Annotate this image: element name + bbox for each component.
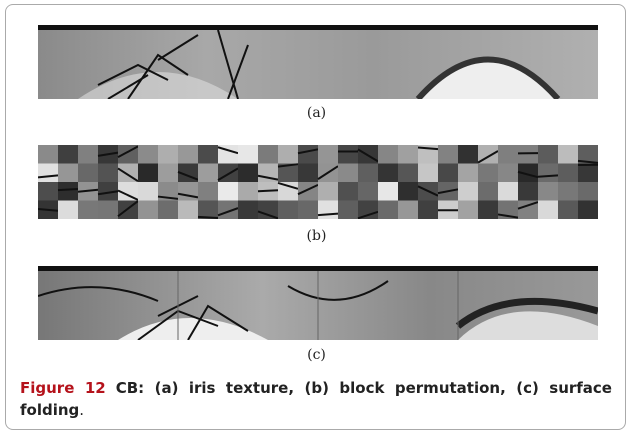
texture-block xyxy=(58,145,78,164)
texture-block xyxy=(378,182,398,201)
texture-block xyxy=(298,182,318,201)
texture-stroke xyxy=(258,190,278,191)
texture-block xyxy=(238,145,258,164)
texture-block xyxy=(358,182,378,201)
texture-block xyxy=(558,182,578,201)
texture-block xyxy=(78,164,98,183)
texture-block xyxy=(318,201,338,220)
texture-block xyxy=(358,164,378,183)
texture-block xyxy=(238,164,258,183)
texture-block xyxy=(358,201,378,220)
texture-block xyxy=(338,201,358,220)
texture-block xyxy=(78,145,98,164)
texture-block xyxy=(558,201,578,220)
texture-block xyxy=(378,201,398,220)
texture-block xyxy=(318,182,338,201)
texture-block xyxy=(98,201,118,220)
texture-block xyxy=(258,201,278,220)
texture-block xyxy=(498,164,518,183)
texture-block xyxy=(98,164,118,183)
iris-texture-image xyxy=(38,25,598,99)
texture-block xyxy=(478,201,498,220)
texture-block xyxy=(198,164,218,183)
panel-label: (b) xyxy=(0,228,633,244)
texture-block xyxy=(78,201,98,220)
texture-block xyxy=(218,182,238,201)
texture-block xyxy=(458,164,478,183)
block-permutation-image xyxy=(38,145,598,219)
texture-block xyxy=(438,145,458,164)
texture-block xyxy=(558,164,578,183)
texture-block xyxy=(298,164,318,183)
texture-block xyxy=(318,145,338,164)
texture-block xyxy=(198,145,218,164)
texture-block xyxy=(378,164,398,183)
texture-block xyxy=(378,145,398,164)
texture-block xyxy=(178,145,198,164)
texture-block xyxy=(578,182,598,201)
texture-block xyxy=(158,201,178,220)
texture-block xyxy=(198,182,218,201)
texture-block xyxy=(398,201,418,220)
texture-block xyxy=(458,201,478,220)
texture-block xyxy=(138,145,158,164)
texture-block xyxy=(38,164,58,183)
texture-block xyxy=(418,164,438,183)
caption-text: CB: (a) iris texture, (b) block permutat… xyxy=(20,379,612,419)
texture-block xyxy=(158,145,178,164)
texture-block xyxy=(338,164,358,183)
texture-block xyxy=(478,182,498,201)
texture-block xyxy=(278,201,298,220)
texture-block xyxy=(538,182,558,201)
texture-block xyxy=(238,182,258,201)
texture-block xyxy=(498,145,518,164)
texture-block xyxy=(498,182,518,201)
texture-block xyxy=(238,201,258,220)
texture-block xyxy=(38,145,58,164)
texture-block xyxy=(538,145,558,164)
texture-block xyxy=(338,182,358,201)
texture-block xyxy=(298,201,318,220)
texture-block xyxy=(518,182,538,201)
texture-block xyxy=(178,201,198,220)
texture-block xyxy=(438,164,458,183)
texture-stroke xyxy=(198,217,218,218)
texture-block xyxy=(578,201,598,220)
texture-block xyxy=(538,164,558,183)
texture-block xyxy=(578,164,598,183)
texture-block xyxy=(38,182,58,201)
caption-end: . xyxy=(79,401,84,419)
page: (a) (b) (c) Figure 12 CB: (a) iris textu… xyxy=(0,0,633,435)
surface-folding-image xyxy=(38,266,598,340)
texture-block xyxy=(138,182,158,201)
texture-block xyxy=(458,145,478,164)
texture-block xyxy=(538,201,558,220)
texture-block xyxy=(298,145,318,164)
texture-block xyxy=(398,145,418,164)
texture-block xyxy=(278,145,298,164)
texture-block xyxy=(138,201,158,220)
texture-stroke xyxy=(58,189,78,190)
texture-block xyxy=(458,182,478,201)
texture-block xyxy=(58,164,78,183)
panel-label: (c) xyxy=(0,347,633,363)
texture-block xyxy=(338,145,358,164)
texture-block xyxy=(138,164,158,183)
texture-block xyxy=(398,182,418,201)
texture-block xyxy=(58,201,78,220)
texture-block xyxy=(478,164,498,183)
texture-block xyxy=(158,164,178,183)
texture-block xyxy=(418,201,438,220)
texture-block xyxy=(58,182,78,201)
texture-block xyxy=(258,145,278,164)
texture-block xyxy=(558,145,578,164)
panel-label: (a) xyxy=(0,105,633,121)
caption-label: Figure 12 xyxy=(20,379,106,397)
figure-caption: Figure 12 CB: (a) iris texture, (b) bloc… xyxy=(20,377,612,421)
texture-block xyxy=(398,164,418,183)
